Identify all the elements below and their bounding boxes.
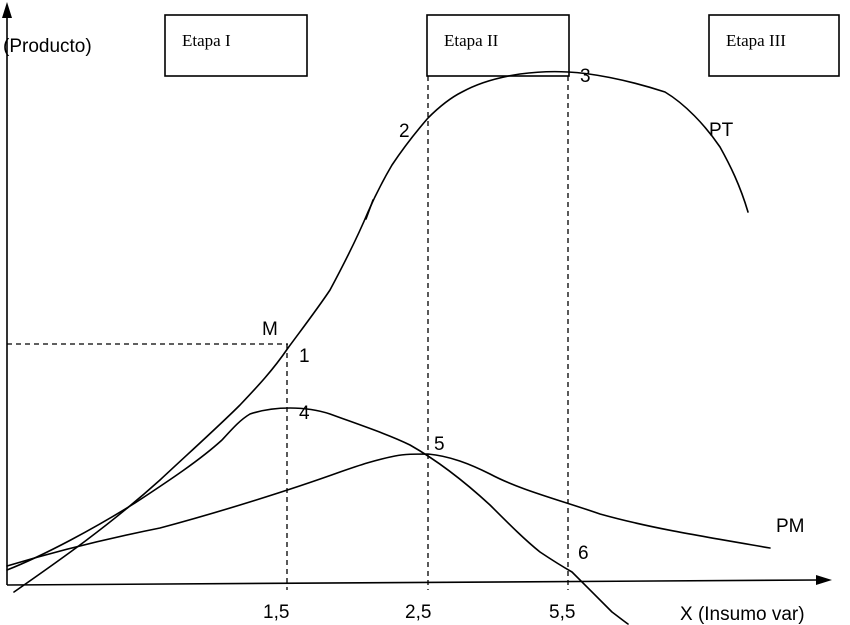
curve-inflection-tick (365, 199, 374, 220)
x-tick-label: 2,5 (405, 602, 431, 623)
x-axis (6, 579, 819, 586)
stage-3-box: Etapa III (708, 14, 840, 77)
x-axis-arrow (816, 575, 832, 585)
stage-2-box: Etapa II (426, 14, 570, 77)
point-label-1: 1 (299, 346, 310, 367)
total-product-label: PT (709, 120, 734, 141)
x-tick-label: 5,5 (549, 602, 575, 623)
stage-1-box: Etapa I (164, 14, 308, 77)
point-label-6: 6 (578, 543, 589, 564)
point-label-4: 4 (299, 403, 310, 424)
point-label-2: 2 (399, 121, 410, 142)
y-axis-label: (Producto) (3, 36, 92, 57)
point-label-5: 5 (434, 434, 445, 455)
stage-3-label: Etapa III (726, 31, 786, 50)
marginal-product-curve (6, 407, 629, 625)
stage-1-label: Etapa I (182, 31, 231, 50)
x-axis-label: X (Insumo var) (680, 604, 805, 625)
average-product-curve (6, 453, 771, 567)
point-label-m: M (262, 319, 278, 340)
y-axis-arrow (2, 2, 12, 18)
x-tick-label: 1,5 (263, 602, 289, 623)
average-product-label: PM (776, 516, 805, 537)
total-product-curve (13, 70, 749, 593)
stage-2-label: Etapa II (444, 31, 499, 50)
point-label-3: 3 (580, 66, 591, 87)
